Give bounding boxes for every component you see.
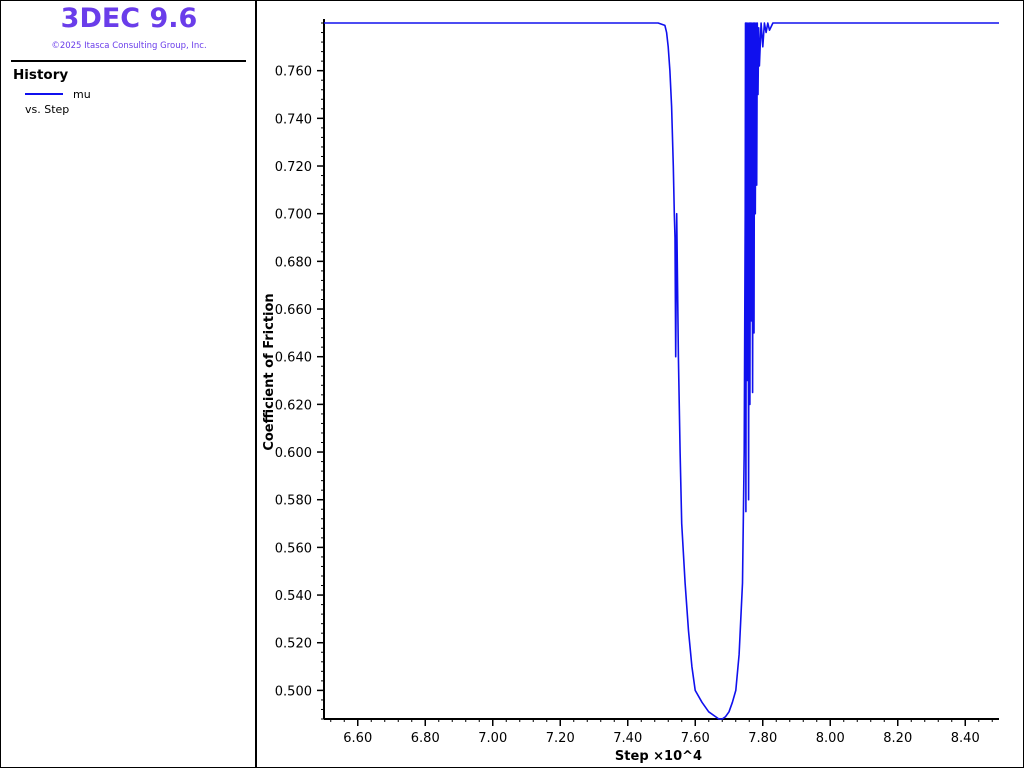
- y-tick-label: 0.560: [275, 541, 312, 556]
- x-tick-label: 8.40: [951, 731, 980, 746]
- legend-line-swatch: [25, 93, 63, 95]
- x-tick-label: 7.20: [546, 731, 575, 746]
- x-tick-label: 8.00: [816, 731, 845, 746]
- y-tick-label: 0.640: [275, 351, 312, 366]
- x-tick-label: 6.80: [411, 731, 440, 746]
- x-tick-label: 7.00: [478, 731, 507, 746]
- legend-heading: History: [13, 67, 69, 83]
- title-divider: [11, 60, 246, 62]
- y-tick-label: 0.660: [275, 303, 312, 318]
- series-line-mu: [324, 22, 999, 720]
- y-axis-title: Coefficient of Friction: [262, 293, 277, 450]
- y-tick-label: 0.520: [275, 637, 312, 652]
- y-tick-label: 0.760: [275, 65, 312, 80]
- legend-series-label: mu: [73, 88, 91, 101]
- x-tick-label: 7.60: [681, 731, 710, 746]
- y-tick-label: 0.600: [275, 446, 312, 461]
- y-tick-label: 0.540: [275, 589, 312, 604]
- y-tick-label: 0.700: [275, 208, 312, 223]
- y-tick-label: 0.620: [275, 398, 312, 413]
- legend-panel: 3DEC 9.6 ©2025 Itasca Consulting Group, …: [1, 1, 257, 767]
- y-tick-label: 0.680: [275, 255, 312, 270]
- series-layer: [324, 22, 999, 720]
- x-tick-label: 8.20: [883, 731, 912, 746]
- x-tick-label: 7.40: [613, 731, 642, 746]
- x-tick-label: 6.60: [343, 731, 372, 746]
- copyright-notice: ©2025 Itasca Consulting Group, Inc.: [51, 41, 207, 51]
- y-tick-label: 0.500: [275, 684, 312, 699]
- legend-versus-label: vs. Step: [25, 103, 70, 116]
- x-tick-label: 7.80: [748, 731, 777, 746]
- y-axis: 0.500 0.520 0.540 0.560 0.580 0.600 0.620 0.640…: [275, 19, 325, 720]
- y-tick-label: 0.740: [275, 112, 312, 127]
- x-axis: 6.60 6.80 7.00 7.20 7.40 7.60 7.80 8.00 8.20 8.40: [324, 718, 999, 746]
- y-tick-label: 0.580: [275, 494, 312, 509]
- app-title: 3DEC 9.6: [60, 3, 198, 34]
- y-tick-label: 0.720: [275, 160, 312, 175]
- x-axis-title: Step ×10^4: [615, 749, 702, 764]
